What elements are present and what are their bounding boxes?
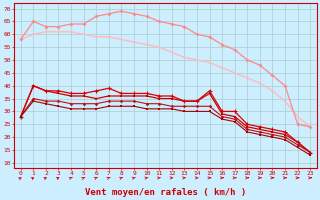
X-axis label: Vent moyen/en rafales ( km/h ): Vent moyen/en rafales ( km/h ) xyxy=(85,188,246,197)
